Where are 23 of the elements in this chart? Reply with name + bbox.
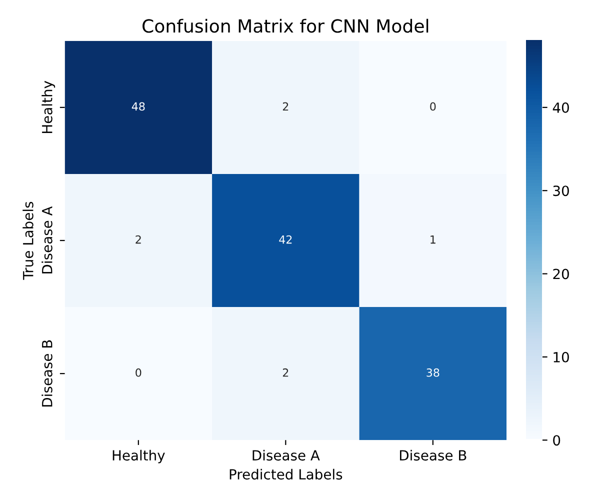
color-bar-label: 40 xyxy=(552,102,569,113)
color-bar-label: 20 xyxy=(553,268,569,280)
data-label: 2 xyxy=(136,235,141,244)
data-label: 2 xyxy=(282,102,288,110)
data-label: 0 xyxy=(136,368,142,377)
data-label: 38 xyxy=(426,368,440,377)
y-tick-label: Disease B xyxy=(42,340,52,406)
data-label: 48 xyxy=(132,102,145,111)
x-tick-label: Healthy xyxy=(112,450,165,464)
color-bar-label: 10 xyxy=(554,352,569,362)
data-label: 1 xyxy=(430,235,436,244)
x-tick-label: Disease B xyxy=(400,450,466,461)
y-axis-title: True Labels xyxy=(22,202,34,280)
data-label: 42 xyxy=(279,235,292,244)
color-bar-label: 0 xyxy=(553,435,560,446)
data-label: 2 xyxy=(282,368,288,377)
y-tick-label: Disease A xyxy=(42,206,52,274)
y-tick-label: Healthy xyxy=(42,80,56,133)
data-label: 0 xyxy=(430,102,436,111)
x-tick-label: Disease A xyxy=(252,450,320,461)
x-axis-title: Predicted Labels xyxy=(230,468,342,480)
chart-title: Confusion Matrix for CNN Model xyxy=(142,18,428,33)
color-bar-label: 30 xyxy=(553,186,569,196)
